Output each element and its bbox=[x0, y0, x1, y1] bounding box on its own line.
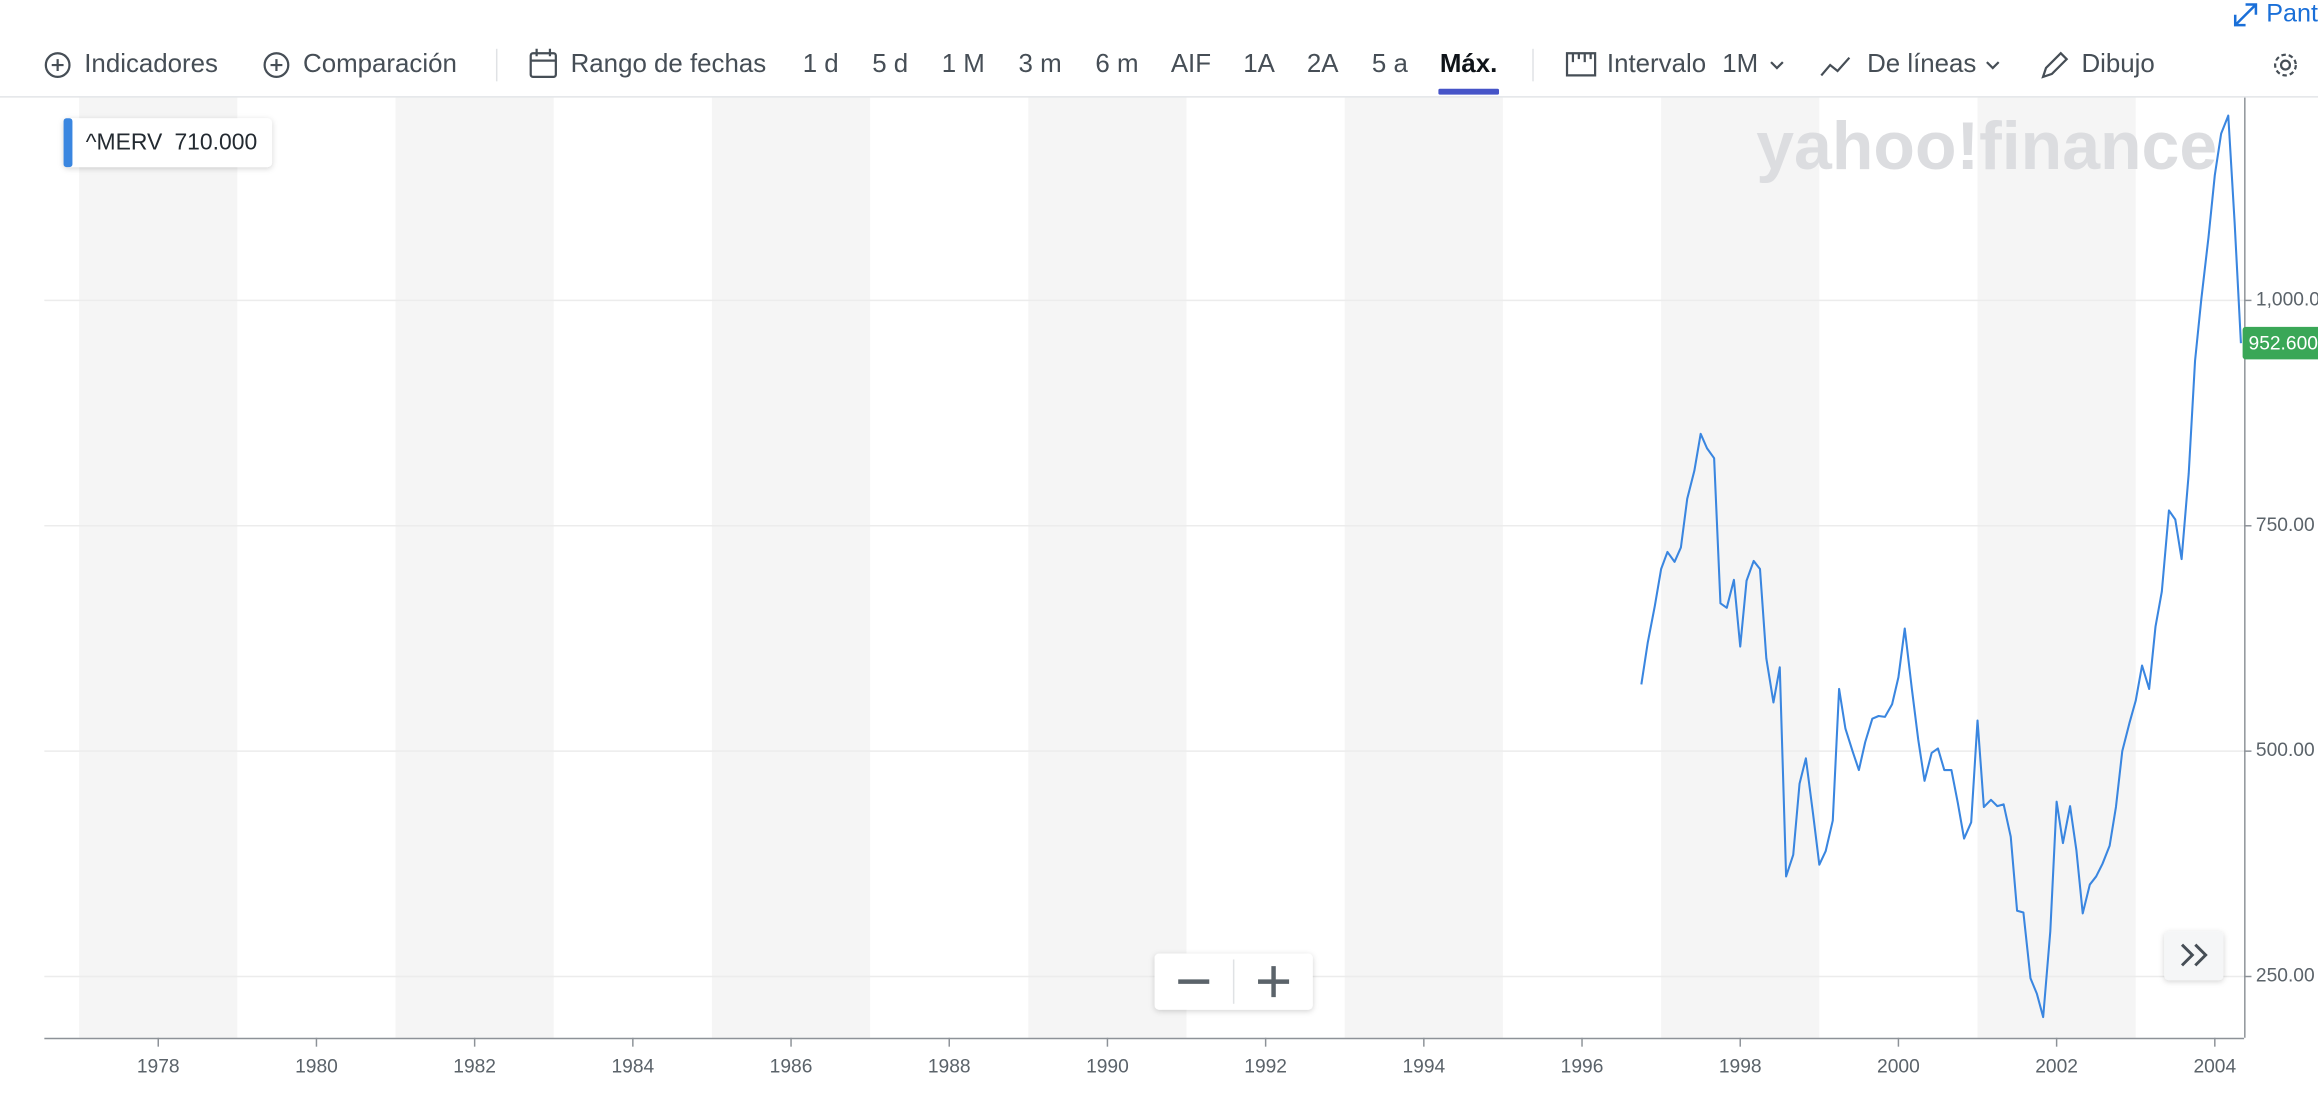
range-buttons: 1 d 5 d 1 M 3 m 6 m AIF 1A 2A 5 a Máx. bbox=[803, 50, 1500, 95]
gear-icon-center bbox=[2279, 59, 2292, 71]
chevron-icon bbox=[1770, 61, 1784, 70]
active-range-underline bbox=[1438, 88, 1500, 95]
settings-button[interactable] bbox=[2274, 53, 2297, 77]
legend-label: ^MERV bbox=[86, 128, 163, 154]
button-label: Pantalla completa bbox=[2266, 0, 2318, 27]
y-tick-label: 250.00 bbox=[2256, 966, 2315, 987]
interval-button[interactable]: Intervalo 1M bbox=[1565, 50, 1784, 78]
calendar-icon-detail bbox=[530, 48, 556, 62]
shaded-band bbox=[79, 97, 238, 1038]
x-tick-label: 1996 bbox=[1561, 1056, 1604, 1077]
y-tick-label: 500.00 bbox=[2256, 740, 2315, 761]
fullscreen-button[interactable]: Pantalla completa bbox=[2233, 0, 2318, 27]
button-value: 1M bbox=[1722, 50, 1758, 78]
y-axis: 250.00 500.00 750.00 1,000.00 bbox=[2244, 289, 2318, 987]
chart-style-button[interactable]: De líneas bbox=[1820, 50, 2000, 78]
price-line bbox=[1640, 114, 2242, 1019]
plus-circle-icon bbox=[263, 52, 290, 79]
scroll-latest-box[interactable] bbox=[2164, 931, 2224, 981]
x-tick-label: 1982 bbox=[453, 1056, 496, 1077]
chevron-icon bbox=[1986, 61, 2000, 70]
last-price-box bbox=[2242, 326, 2318, 360]
watermark: yahoo!finance bbox=[1756, 108, 2217, 184]
x-tick-label: 2002 bbox=[2035, 1056, 2078, 1077]
toolbar: Indicadores Comparación Rango de fechas … bbox=[0, 0, 2318, 98]
plus-icon bbox=[270, 59, 283, 71]
button-label: Rango de fechas bbox=[571, 50, 767, 78]
last-price-label: 952.600 bbox=[2249, 334, 2318, 355]
button-label: Dibujo bbox=[2081, 50, 2154, 78]
x-tick-label: 1978 bbox=[137, 1056, 180, 1077]
range-button[interactable]: 1 M bbox=[942, 50, 985, 78]
x-axis: 1978 1980 1982 1984 1986 1988 1990 1992 1994 1996… bbox=[137, 1037, 2236, 1077]
shaded-band bbox=[1661, 97, 1820, 1038]
x-tick-label: 2000 bbox=[1877, 1056, 1920, 1077]
x-tick-label: 1986 bbox=[770, 1056, 813, 1077]
line-icon bbox=[1820, 56, 1851, 77]
expand-icon bbox=[2233, 3, 2258, 27]
x-tick-label: 1988 bbox=[928, 1056, 971, 1077]
comparison-button[interactable]: Comparación bbox=[263, 50, 457, 79]
ruler-icon bbox=[1565, 52, 1597, 77]
gear-icon bbox=[2274, 53, 2297, 77]
shaded-band bbox=[395, 97, 554, 1038]
scroll-latest-icon bbox=[2180, 943, 2208, 967]
legend-swatch bbox=[63, 118, 73, 168]
range-button[interactable]: 6 m bbox=[1095, 50, 1138, 78]
zoom-controls bbox=[1154, 931, 2224, 1010]
shaded-band bbox=[711, 97, 871, 1038]
x-tick-label: 1994 bbox=[1402, 1056, 1445, 1077]
shaded-band bbox=[1977, 97, 2136, 1038]
date-range-button[interactable]: Rango de fechas bbox=[529, 48, 767, 79]
range-button[interactable]: 5 d bbox=[872, 50, 908, 78]
plus-circle-icon bbox=[44, 52, 71, 79]
x-tick-label: 1980 bbox=[295, 1056, 338, 1077]
button-label: Comparación bbox=[303, 50, 457, 78]
y-tick-label: 750.00 bbox=[2256, 515, 2315, 536]
button-label: Indicadores bbox=[84, 50, 218, 78]
last-price-tag: 952.600 bbox=[2242, 326, 2318, 360]
legend-value: 710.000 bbox=[174, 128, 257, 154]
legend: ^MERV 710.000 bbox=[63, 118, 273, 168]
x-tick-label: 1984 bbox=[611, 1056, 654, 1077]
x-tick-label: 1998 bbox=[1719, 1056, 1762, 1077]
range-button[interactable]: AIF bbox=[1171, 50, 1211, 78]
x-tick-label: 2004 bbox=[2193, 1056, 2236, 1077]
indicators-button[interactable]: Indicadores bbox=[44, 50, 218, 79]
plus-icon bbox=[51, 59, 64, 71]
shaded-band bbox=[1344, 97, 1503, 1038]
button-label: Intervalo bbox=[1607, 50, 1706, 78]
plot-area bbox=[1640, 114, 2242, 1019]
draw-button[interactable]: Dibujo bbox=[2041, 50, 2155, 79]
zoom-in-button[interactable] bbox=[1258, 966, 1290, 998]
range-button[interactable]: 1A bbox=[1243, 50, 1275, 78]
button-label: De líneas bbox=[1867, 50, 1976, 78]
calendar-icon bbox=[529, 52, 557, 79]
pencil-icon bbox=[2041, 51, 2069, 79]
range-button[interactable]: 3 m bbox=[1019, 50, 1062, 78]
x-tick-label: 1992 bbox=[1244, 1056, 1287, 1077]
range-button[interactable]: 2A bbox=[1307, 50, 1339, 78]
range-button[interactable]: 1 d bbox=[803, 50, 839, 78]
y-tick-label: 1,000.00 bbox=[2256, 289, 2318, 310]
background-bands bbox=[79, 97, 2136, 1038]
shaded-band bbox=[1028, 97, 1187, 1038]
range-button[interactable]: 5 a bbox=[1372, 50, 1409, 78]
grid bbox=[44, 299, 2245, 978]
legend-box bbox=[63, 118, 273, 168]
x-tick-label: 1990 bbox=[1086, 1056, 1129, 1077]
range-button[interactable]: Máx. bbox=[1440, 50, 1498, 78]
